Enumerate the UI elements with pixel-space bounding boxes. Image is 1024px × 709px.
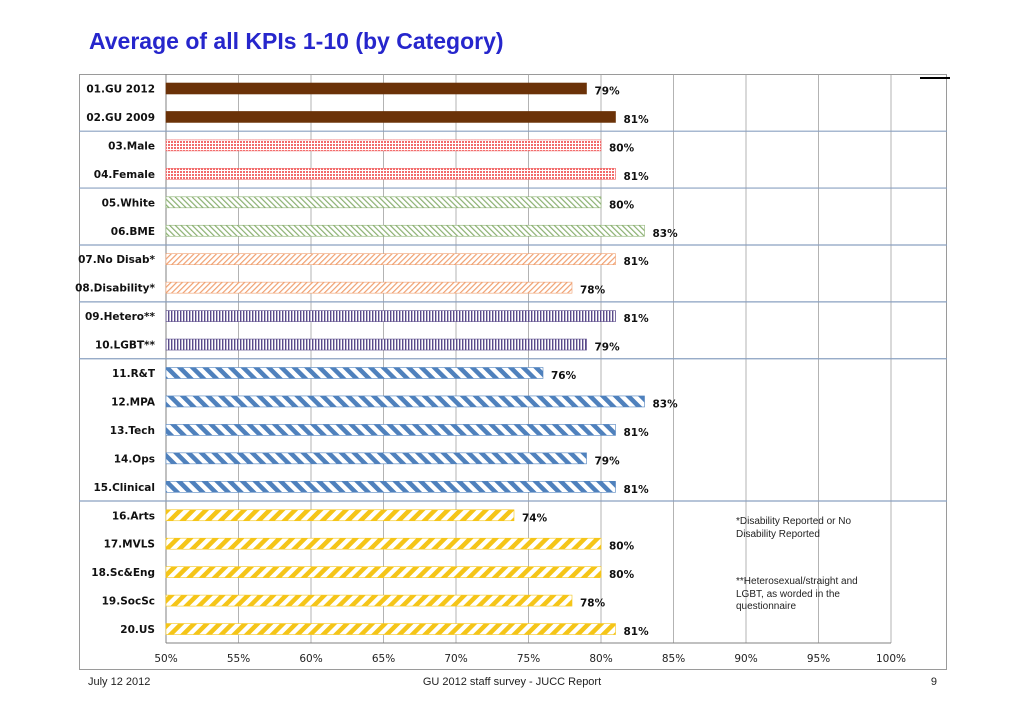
bar — [165, 424, 616, 436]
x-tick-label: 50% — [154, 653, 177, 665]
footer-date: July 12 2012 — [88, 676, 151, 688]
x-tick-label: 85% — [662, 653, 685, 665]
x-tick-label: 75% — [517, 653, 540, 665]
bar — [165, 111, 616, 123]
slide-title: Average of all KPIs 1-10 (by Category) — [89, 28, 504, 54]
bar — [165, 82, 587, 95]
category-label: 08.Disability* — [75, 283, 155, 295]
value-label: 81% — [624, 484, 650, 496]
bar — [165, 367, 544, 379]
value-label: 80% — [609, 541, 635, 553]
value-label: 81% — [624, 256, 650, 268]
page-number: 9 — [930, 676, 937, 688]
category-label: 18.Sc&Eng — [91, 567, 155, 579]
value-label: 76% — [551, 370, 577, 382]
note-disability: *Disability Reported or No Disability Re… — [736, 516, 852, 540]
bar — [165, 623, 616, 635]
value-label: 83% — [653, 228, 679, 240]
x-tick-label: 90% — [734, 653, 757, 665]
x-tick-label: 80% — [589, 653, 612, 665]
group-dividers — [79, 130, 947, 502]
category-label: 06.BME — [111, 226, 155, 238]
bar — [165, 196, 602, 209]
category-label: 17.MVLS — [104, 539, 155, 551]
category-label: 10.LGBT** — [95, 340, 156, 352]
category-label: 20.US — [120, 624, 155, 636]
value-label: 74% — [522, 512, 548, 524]
category-label: 16.Arts — [112, 510, 155, 522]
category-label: 14.Ops — [114, 453, 155, 465]
value-label: 83% — [653, 398, 679, 410]
note-hetero: **Heterosexual/straight and LGBT, as wor… — [736, 576, 858, 612]
bar — [165, 509, 515, 522]
value-label: 81% — [624, 114, 650, 126]
bar — [165, 139, 602, 152]
bar — [165, 566, 602, 578]
x-tick-label: 65% — [372, 653, 395, 665]
bar — [165, 253, 616, 265]
x-tick-label: 100% — [876, 653, 906, 665]
category-label: 01.GU 2012 — [86, 84, 155, 96]
value-label: 81% — [624, 626, 650, 638]
value-label: 81% — [624, 171, 650, 183]
bar — [165, 537, 602, 550]
category-label: 15.Clinical — [94, 482, 156, 494]
footer-center: GU 2012 staff survey - JUCC Report — [422, 676, 602, 688]
x-tick-label: 70% — [444, 653, 467, 665]
corner-line — [920, 77, 950, 79]
value-label: 81% — [624, 427, 650, 439]
category-label: 03.Male — [108, 140, 155, 152]
category-label: 11.R&T — [112, 368, 156, 380]
bar — [165, 310, 616, 322]
category-label: 05.White — [102, 197, 155, 209]
value-label: 80% — [609, 199, 635, 211]
category-label: 19.SocSc — [102, 596, 155, 608]
bar — [165, 224, 645, 237]
bar — [165, 594, 573, 607]
value-label: 80% — [609, 142, 635, 154]
category-label: 13.Tech — [110, 425, 155, 437]
x-tick-label: 60% — [299, 653, 322, 665]
bar — [165, 281, 573, 294]
category-label: 04.Female — [94, 169, 155, 181]
bar — [165, 168, 616, 180]
bar — [165, 338, 587, 351]
value-label: 78% — [580, 598, 606, 610]
value-label: 79% — [595, 342, 621, 354]
category-label: 02.GU 2009 — [86, 112, 155, 124]
bar — [165, 395, 645, 408]
x-tick-label: 95% — [807, 653, 830, 665]
bar — [165, 452, 587, 465]
value-label: 79% — [595, 455, 621, 467]
value-label: 79% — [595, 86, 621, 98]
labels: 50% 55% 60% 65% 70% 75% 80% 85% 90% 95% 100% 01.GU … — [75, 84, 906, 666]
x-tick-label: 55% — [227, 653, 250, 665]
value-label: 80% — [609, 569, 635, 581]
category-label: 09.Hetero** — [85, 311, 156, 323]
chart-frame — [79, 74, 947, 670]
bars — [165, 82, 645, 635]
value-label: 78% — [580, 285, 606, 297]
category-label: 12.MPA — [111, 396, 156, 408]
value-label: 81% — [624, 313, 650, 325]
bar — [165, 480, 616, 493]
category-label: 07.No Disab* — [78, 254, 155, 266]
